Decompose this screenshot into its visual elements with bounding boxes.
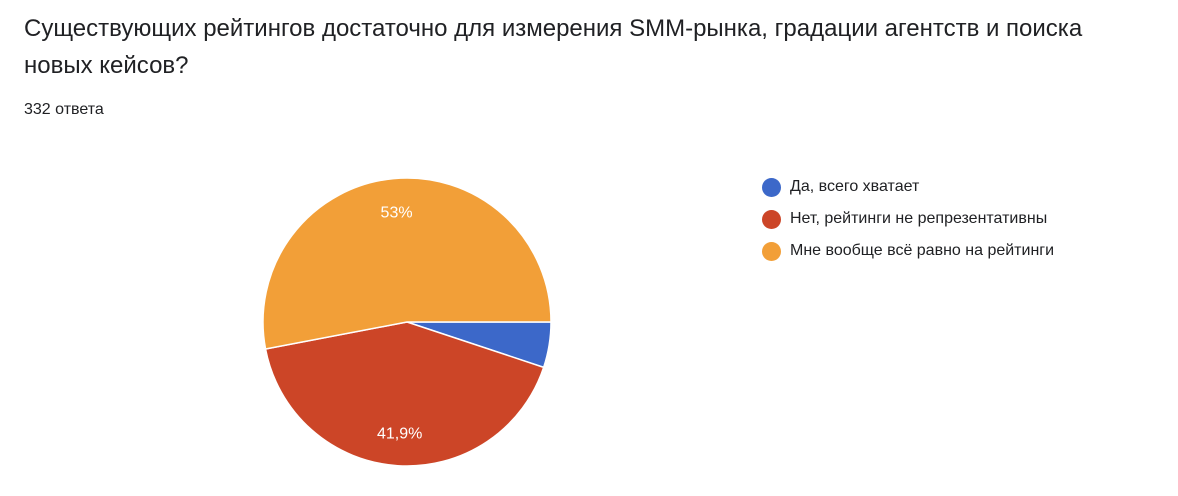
question-title: Существующих рейтингов достаточно для из… [24, 15, 1083, 79]
legend-item-2[interactable]: Мне вообще всё равно на рейтинги [762, 240, 1054, 262]
pie-slice-1 [264, 321, 545, 467]
legend-item-1[interactable]: Нет, рейтинги не репрезентативны [762, 208, 1054, 230]
chart-legend: Да, всего хватает Нет, рейтинги не репрез… [762, 176, 1054, 272]
legend-swatch-icon [762, 177, 781, 197]
legend-item-0[interactable]: Да, всего хватает [762, 176, 1054, 198]
response-count: 332 ответа [24, 101, 104, 118]
legend-label: Нет, рейтинги не репрезентативны [790, 210, 1048, 227]
pie-slice-label-1: 41,9% [377, 426, 422, 443]
legend-swatch-icon [762, 209, 781, 229]
legend-label: Да, всего хватает [790, 178, 920, 195]
pie-slice-2 [262, 177, 552, 350]
legend-swatch-icon [762, 241, 781, 261]
pie-slice-label-2: 53% [381, 205, 413, 222]
legend-label: Мне вообще всё равно на рейтинги [790, 242, 1055, 259]
